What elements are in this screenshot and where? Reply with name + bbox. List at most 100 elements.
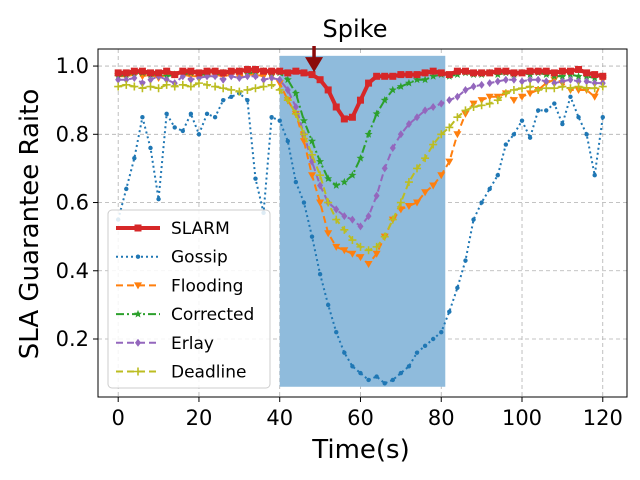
data-point-erlay — [187, 75, 194, 84]
data-point-deadline — [421, 154, 430, 163]
data-point-deadline — [146, 82, 155, 91]
data-point-deadline — [299, 130, 308, 139]
spike-arrow-head — [305, 57, 324, 73]
data-point-slarm — [348, 113, 356, 121]
data-point-flooding — [324, 230, 333, 238]
data-point-slarm — [251, 65, 259, 73]
legend-item-corrected: Corrected — [116, 305, 254, 325]
data-point-corrected — [348, 171, 357, 179]
data-point-erlay — [519, 77, 526, 86]
data-point-gossip — [342, 350, 347, 355]
data-point-deadline — [574, 82, 583, 91]
data-point-gossip — [350, 364, 355, 369]
data-point-erlay — [486, 79, 493, 88]
data-point-slarm — [494, 67, 502, 75]
data-point-slarm — [389, 72, 397, 80]
data-point-gossip — [196, 132, 202, 137]
data-point-slarm — [219, 69, 227, 77]
data-point-slarm — [203, 67, 211, 75]
data-point-deadline — [340, 225, 349, 234]
data-point-erlay — [494, 77, 501, 86]
data-point-gossip — [479, 200, 484, 205]
data-point-gossip — [511, 132, 517, 137]
data-point-deadline — [404, 178, 413, 187]
data-point-deadline — [388, 215, 397, 224]
x-tick-label: 100 — [502, 406, 542, 430]
data-point-slarm — [276, 67, 284, 75]
data-point-slarm — [211, 67, 219, 75]
data-point-gossip — [576, 115, 581, 120]
data-point-slarm — [558, 67, 566, 75]
y-tick-label: 0.6 — [56, 191, 89, 215]
data-point-deadline — [291, 109, 300, 118]
data-point-erlay — [381, 164, 388, 173]
data-point-erlay — [454, 92, 461, 101]
data-point-erlay — [478, 80, 485, 89]
data-point-erlay — [510, 75, 517, 84]
data-point-flooding — [364, 260, 373, 268]
data-point-flooding — [404, 202, 413, 210]
y-tick-label: 0.4 — [56, 259, 89, 283]
data-point-deadline — [566, 84, 575, 93]
data-point-erlay — [389, 143, 396, 152]
data-point-corrected — [364, 130, 373, 138]
data-point-slarm — [461, 67, 469, 75]
data-point-gossip — [180, 128, 186, 134]
data-point-slarm — [340, 115, 348, 123]
data-point-slarm — [268, 67, 276, 75]
data-point-deadline — [154, 84, 163, 93]
data-point-erlay — [446, 96, 453, 105]
data-point-gossip — [172, 125, 177, 130]
data-point-gossip — [495, 173, 500, 178]
legend-item-erlay: Erlay — [116, 334, 214, 354]
data-point-deadline — [598, 82, 607, 91]
data-point-erlay — [260, 75, 267, 84]
data-point-deadline — [445, 123, 454, 132]
data-point-deadline — [380, 232, 389, 241]
data-point-gossip — [568, 94, 573, 99]
data-point-deadline — [413, 164, 422, 173]
data-point-gossip — [430, 336, 436, 342]
data-point-deadline — [469, 103, 478, 111]
data-point-deadline — [275, 85, 284, 94]
data-point-slarm — [114, 69, 122, 77]
data-point-deadline — [453, 113, 462, 122]
data-point-deadline — [437, 130, 446, 139]
data-point-gossip — [382, 381, 387, 386]
data-point-gossip — [592, 173, 597, 178]
data-point-slarm — [155, 69, 163, 77]
data-point-deadline — [372, 242, 381, 251]
data-point-gossip — [527, 135, 533, 140]
legend-marker-flooding — [134, 282, 142, 290]
data-point-slarm — [526, 67, 534, 75]
data-point-erlay — [139, 79, 146, 88]
data-point-gossip — [277, 118, 282, 123]
data-point-gossip — [503, 142, 509, 147]
data-point-gossip — [164, 111, 169, 117]
data-point-slarm — [300, 69, 308, 77]
data-point-erlay — [333, 205, 340, 214]
data-point-erlay — [430, 103, 437, 111]
data-point-slarm — [171, 71, 179, 79]
data-point-slarm — [542, 67, 550, 75]
series-group — [114, 65, 607, 386]
data-point-slarm — [316, 76, 324, 84]
data-point-deadline — [493, 96, 502, 105]
data-point-slarm — [421, 69, 429, 77]
data-point-flooding — [413, 199, 422, 207]
data-point-deadline — [316, 171, 325, 180]
data-point-deadline — [308, 150, 317, 159]
data-point-slarm — [195, 69, 203, 77]
data-point-erlay — [535, 75, 542, 84]
data-point-corrected — [574, 72, 583, 80]
data-point-gossip — [317, 271, 323, 277]
legend-item-flooding: Flooding — [116, 276, 243, 296]
data-point-corrected — [291, 89, 300, 97]
data-point-deadline — [534, 85, 543, 94]
legend-marker-slarm — [134, 224, 142, 232]
data-point-deadline — [186, 82, 195, 91]
data-point-slarm — [260, 67, 268, 75]
data-point-deadline — [364, 246, 373, 255]
data-point-flooding — [526, 90, 535, 98]
